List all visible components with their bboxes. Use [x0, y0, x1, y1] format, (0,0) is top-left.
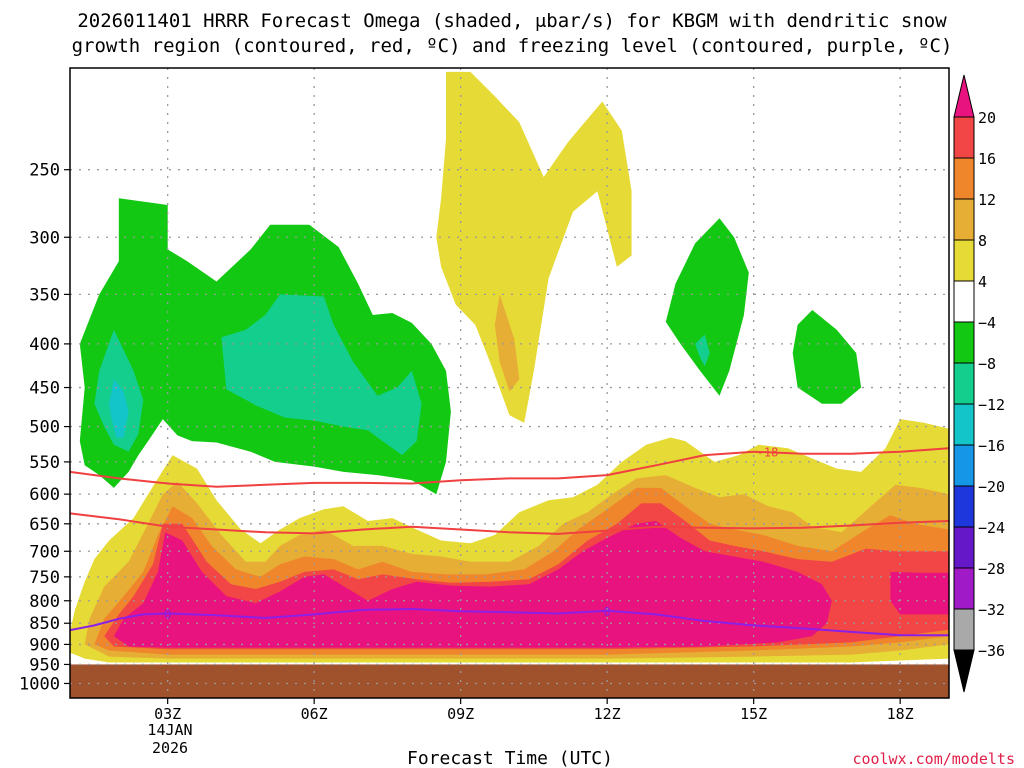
temperature-contours: -18 0 0 — [70, 446, 949, 637]
colorbar-label-11: −28 — [978, 560, 1005, 578]
colorbar-bin-10 — [953, 526, 975, 569]
ground-fill — [70, 664, 949, 698]
colorbar-bin-8 — [953, 444, 975, 487]
colorbar-label-1: 16 — [978, 150, 996, 168]
omega-region-neg12-0 — [109, 379, 129, 438]
colorbar-label-10: −24 — [978, 519, 1005, 537]
y-tick-label-450: 450 — [29, 379, 60, 399]
date-label-year: 2026 — [152, 739, 188, 757]
colorbar-label-3: 8 — [978, 232, 987, 250]
freezing-level-label-1: 0 — [604, 605, 611, 619]
colorbar-bin-4 — [953, 280, 975, 323]
plot-frame — [69, 67, 950, 699]
freezing-level-contour — [70, 607, 949, 637]
y-tick-label-700: 700 — [29, 542, 60, 562]
y-tick-label-500: 500 — [29, 418, 60, 438]
dgz-contour-label: -18 — [757, 446, 779, 460]
colorbar-bin-2 — [953, 198, 975, 241]
x-tick-label-18Z: 18Z — [887, 705, 914, 723]
y-tick-label-800: 800 — [29, 592, 60, 612]
x-axis-title: Forecast Time (UTC) — [407, 748, 613, 768]
colorbar-label-0: 20 — [978, 109, 996, 127]
y-tick-label-950: 950 — [29, 655, 60, 675]
omega-region-20-1 — [890, 571, 949, 615]
y-tick-label-750: 750 — [29, 568, 60, 588]
dgz-contour--18C — [70, 512, 949, 535]
colorbar-label-4: 4 — [978, 273, 987, 291]
colorbar: 20 16 12 8 4 −4 −8 −12 −16 −20 −24 −28 −32 −36 — [953, 74, 1005, 693]
chart-title-line2: growth region (contoured, red, ºC) and f… — [72, 35, 953, 57]
colorbar-label-5: −4 — [978, 314, 996, 332]
freezing-level-label-0: 0 — [164, 608, 171, 622]
grid-lines — [70, 68, 949, 698]
colorbar-bin-9 — [953, 485, 975, 528]
colorbar-bin-6 — [953, 362, 975, 405]
colorbar-label-6: −8 — [978, 355, 996, 373]
colorbar-label-2: 12 — [978, 191, 996, 209]
colorbar-bin-5 — [953, 321, 975, 364]
colorbar-label-9: −20 — [978, 478, 1005, 496]
y-tick-label-250: 250 — [29, 161, 60, 181]
x-tick-label-03Z: 03Z — [154, 705, 181, 723]
omega-region-neg4-1 — [665, 218, 749, 396]
date-label-day: 14JAN — [147, 721, 192, 739]
y-tick-label-650: 650 — [29, 515, 60, 535]
colorbar-bin-1 — [953, 157, 975, 200]
colorbar-bin-7 — [953, 403, 975, 446]
y-tick-label-600: 600 — [29, 485, 60, 505]
omega-region-neg8-2 — [695, 334, 710, 367]
omega-region-4-1 — [436, 71, 632, 423]
colorbar-bin-11 — [953, 567, 975, 610]
colorbar-bin-3 — [953, 239, 975, 282]
credit-text: coolwx.com/modelts — [852, 750, 1015, 768]
x-tick-label-15Z: 15Z — [740, 705, 767, 723]
y-axis: 2503003504004505005506006507007508008509… — [19, 161, 70, 694]
colorbar-label-12: −32 — [978, 601, 1005, 619]
y-tick-label-550: 550 — [29, 453, 60, 473]
colorbar-label-8: −16 — [978, 437, 1005, 455]
colorbar-bottom-arrow — [953, 649, 975, 693]
x-tick-label-12Z: 12Z — [594, 705, 621, 723]
omega-region-neg8-1 — [221, 294, 422, 456]
omega-region-neg4-2 — [792, 310, 862, 404]
colorbar-label-7: −12 — [978, 396, 1005, 414]
omega-region-8-1 — [494, 294, 520, 392]
y-tick-label-850: 850 — [29, 614, 60, 634]
x-axis: 03Z 06Z 09Z 12Z 15Z 18Z — [154, 698, 914, 723]
x-tick-label-09Z: 09Z — [447, 705, 474, 723]
y-tick-label-300: 300 — [29, 228, 60, 248]
y-tick-label-1000: 1000 — [19, 674, 60, 694]
colorbar-bin-12 — [953, 608, 975, 651]
x-tick-label-06Z: 06Z — [301, 705, 328, 723]
dgz-contour--12C — [70, 447, 949, 488]
y-tick-label-350: 350 — [29, 285, 60, 305]
y-tick-label-400: 400 — [29, 335, 60, 355]
colorbar-bin-0 — [953, 116, 975, 159]
colorbar-label-13: −36 — [978, 642, 1005, 660]
chart-title-line1: 2026011401 HRRR Forecast Omega (shaded, … — [77, 10, 947, 32]
y-tick-label-900: 900 — [29, 635, 60, 655]
